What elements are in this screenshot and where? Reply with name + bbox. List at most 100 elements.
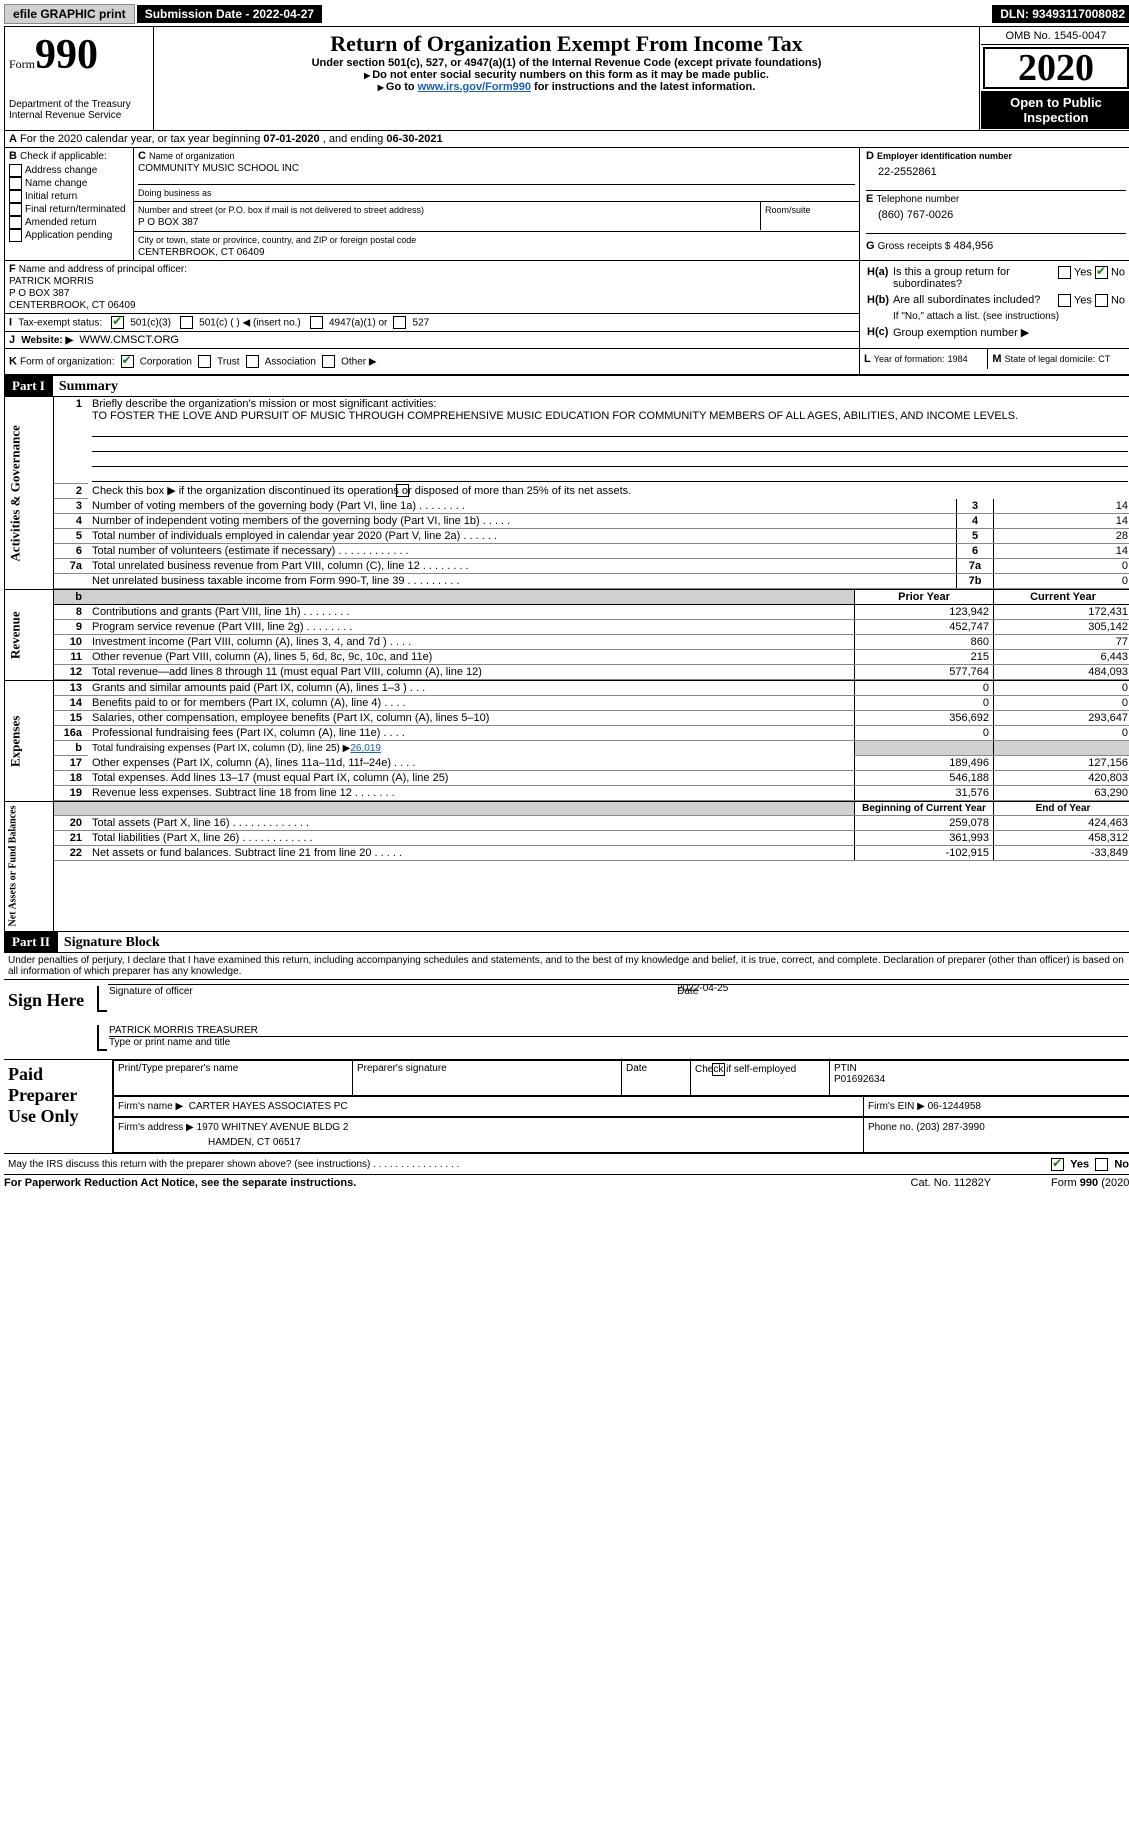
table-row: 22Net assets or fund balances. Subtract … xyxy=(54,846,1129,861)
table-row: 6Total number of volunteers (estimate if… xyxy=(54,544,1129,559)
table-row: 8Contributions and grants (Part VIII, li… xyxy=(54,605,1129,620)
chk-527[interactable] xyxy=(393,316,406,329)
table-row: 7aTotal unrelated business revenue from … xyxy=(54,559,1129,574)
cat-no: Cat. No. 11282Y xyxy=(911,1177,992,1189)
prep-ptin: PTINP01692634 xyxy=(830,1060,1129,1095)
chk-amended[interactable] xyxy=(9,216,22,229)
vtab-expenses: Expenses xyxy=(5,681,54,802)
l16b-val[interactable]: 26,019 xyxy=(350,743,381,754)
year-cell: OMB No. 1545-0047 2020 Open to PublicIns… xyxy=(980,27,1129,131)
part1-title: Summary xyxy=(53,379,118,394)
chk-ha-yes[interactable] xyxy=(1058,266,1071,279)
part2-hdr: Part II xyxy=(4,932,58,952)
table-row: 14Benefits paid to or for members (Part … xyxy=(54,696,1129,711)
form-subtitle: Under section 501(c), 527, or 4947(a)(1)… xyxy=(158,57,975,69)
section-f: F Name and address of principal officer:… xyxy=(5,261,860,314)
sign-here-label: Sign Here xyxy=(4,980,92,1060)
line-a: A For the 2020 calendar year, or tax yea… xyxy=(4,131,1129,148)
prep-sig-hdr: Preparer's signature xyxy=(353,1060,622,1095)
submission-date: Submission Date - 2022-04-27 xyxy=(137,5,322,23)
form-title: Return of Organization Exempt From Incom… xyxy=(158,31,975,57)
section-j: J Website: ▶ WWW.CMSCT.ORG xyxy=(5,332,860,349)
table-row: 9Program service revenue (Part VIII, lin… xyxy=(54,620,1129,635)
pra-notice: For Paperwork Reduction Act Notice, see … xyxy=(4,1177,356,1189)
warn-goto-pre: Go to xyxy=(386,81,418,93)
table-row: 13Grants and similar amounts paid (Part … xyxy=(54,681,1129,696)
chk-assoc[interactable] xyxy=(246,355,259,368)
form-id-cell: Form990 Department of the Treasury Inter… xyxy=(5,27,154,131)
form-number: 990 xyxy=(35,32,98,78)
chk-discuss-yes[interactable] xyxy=(1051,1158,1064,1171)
section-b: B Check if applicable: Address change Na… xyxy=(5,148,134,261)
instructions-link[interactable]: www.irs.gov/Form990 xyxy=(418,81,531,93)
efile-print-button[interactable]: efile GRAPHIC print xyxy=(4,4,135,24)
table-row: 5Total number of individuals employed in… xyxy=(54,529,1129,544)
section-l: L Year of formation: 1984 xyxy=(860,349,988,369)
chk-trust[interactable] xyxy=(198,355,211,368)
col-prior-year: Prior Year xyxy=(855,590,994,605)
chk-address-change[interactable] xyxy=(9,164,22,177)
col-current-year: Current Year xyxy=(994,590,1129,605)
table-row: 21Total liabilities (Part X, line 26) . … xyxy=(54,831,1129,846)
penalties-text: Under penalties of perjury, I declare th… xyxy=(4,953,1129,979)
section-i: I Tax-exempt status: 501(c)(3) 501(c) ( … xyxy=(5,314,860,332)
chk-corp[interactable] xyxy=(121,355,134,368)
chk-4947[interactable] xyxy=(310,316,323,329)
chk-name-change[interactable] xyxy=(9,177,22,190)
chk-app-pending[interactable] xyxy=(9,229,22,242)
dept-treasury: Department of the Treasury xyxy=(9,99,149,110)
chk-initial-return[interactable] xyxy=(9,190,22,203)
website-value: WWW.CMSCT.ORG xyxy=(79,334,179,346)
dept-irs: Internal Revenue Service xyxy=(9,110,149,121)
warn-ssn: Do not enter social security numbers on … xyxy=(158,69,975,81)
chk-discuss-no[interactable] xyxy=(1095,1158,1108,1171)
chk-other[interactable] xyxy=(322,355,335,368)
l1-text: TO FOSTER THE LOVE AND PURSUIT OF MUSIC … xyxy=(92,410,1018,422)
table-row: 3Number of voting members of the governi… xyxy=(54,499,1129,514)
omb-number: OMB No. 1545-0047 xyxy=(981,28,1129,45)
firm-addr: Firm's address ▶ 1970 WHITNEY AVENUE BLD… xyxy=(114,1117,864,1152)
firm-phone: Phone no. (203) 287-3990 xyxy=(864,1117,1129,1152)
table-row: 18Total expenses. Add lines 13–17 (must … xyxy=(54,771,1129,786)
gross-receipts: 484,956 xyxy=(954,240,994,252)
section-h: H(a)Is this a group return for subordina… xyxy=(860,261,1129,349)
chk-hb-no[interactable] xyxy=(1095,294,1108,307)
tax-year: 2020 xyxy=(983,47,1129,89)
table-row: 12Total revenue—add lines 8 through 11 (… xyxy=(54,665,1129,680)
chk-501c3[interactable] xyxy=(111,316,124,329)
part2-title: Signature Block xyxy=(58,935,160,950)
table-row: Net unrelated business taxable income fr… xyxy=(54,574,1129,589)
section-m: M State of legal domicile: CT xyxy=(988,349,1129,369)
chk-ha-no[interactable] xyxy=(1095,266,1108,279)
part1-hdr: Part I xyxy=(4,376,53,396)
sig-date-label: Date2022-04-25 xyxy=(676,985,1129,1016)
discuss-row: May the IRS discuss this return with the… xyxy=(4,1154,1129,1175)
section-c-name: C Name of organization COMMUNITY MUSIC S… xyxy=(134,148,860,202)
form-label: Form xyxy=(9,57,35,71)
table-row: 10Investment income (Part VIII, column (… xyxy=(54,635,1129,650)
vtab-governance: Activities & Governance xyxy=(5,397,54,590)
table-row: 19Revenue less expenses. Subtract line 1… xyxy=(54,786,1129,801)
table-row: 15Salaries, other compensation, employee… xyxy=(54,711,1129,726)
chk-hb-yes[interactable] xyxy=(1058,294,1071,307)
table-row: 11Other revenue (Part VIII, column (A), … xyxy=(54,650,1129,665)
section-deg: D Employer identification number 22-2552… xyxy=(860,148,1129,261)
sig-corner-icon xyxy=(97,986,107,1012)
section-c-city: City or town, state or province, country… xyxy=(134,231,860,260)
table-row: 20Total assets (Part X, line 16) . . . .… xyxy=(54,816,1129,831)
form-rev: Form 990 (2020) xyxy=(1051,1177,1129,1189)
chk-final-return[interactable] xyxy=(9,203,22,216)
l1-label: Briefly describe the organization's miss… xyxy=(92,398,436,410)
prep-self-emp: Check if self-employed xyxy=(691,1060,830,1095)
table-row: 4Number of independent voting members of… xyxy=(54,514,1129,529)
chk-501c[interactable] xyxy=(180,316,193,329)
col-beg-year: Beginning of Current Year xyxy=(855,802,994,816)
warn-goto-post: for instructions and the latest informat… xyxy=(531,81,755,93)
col-end-year: End of Year xyxy=(994,802,1129,816)
prep-date-hdr: Date xyxy=(622,1060,691,1095)
l2-text: Check this box ▶ if the organization dis… xyxy=(88,483,1129,499)
chk-discontinued[interactable] xyxy=(396,484,409,497)
chk-self-employed[interactable] xyxy=(712,1063,725,1076)
paid-preparer-label: PaidPreparerUse Only xyxy=(4,1060,113,1154)
table-row: 16aProfessional fundraising fees (Part I… xyxy=(54,726,1129,741)
